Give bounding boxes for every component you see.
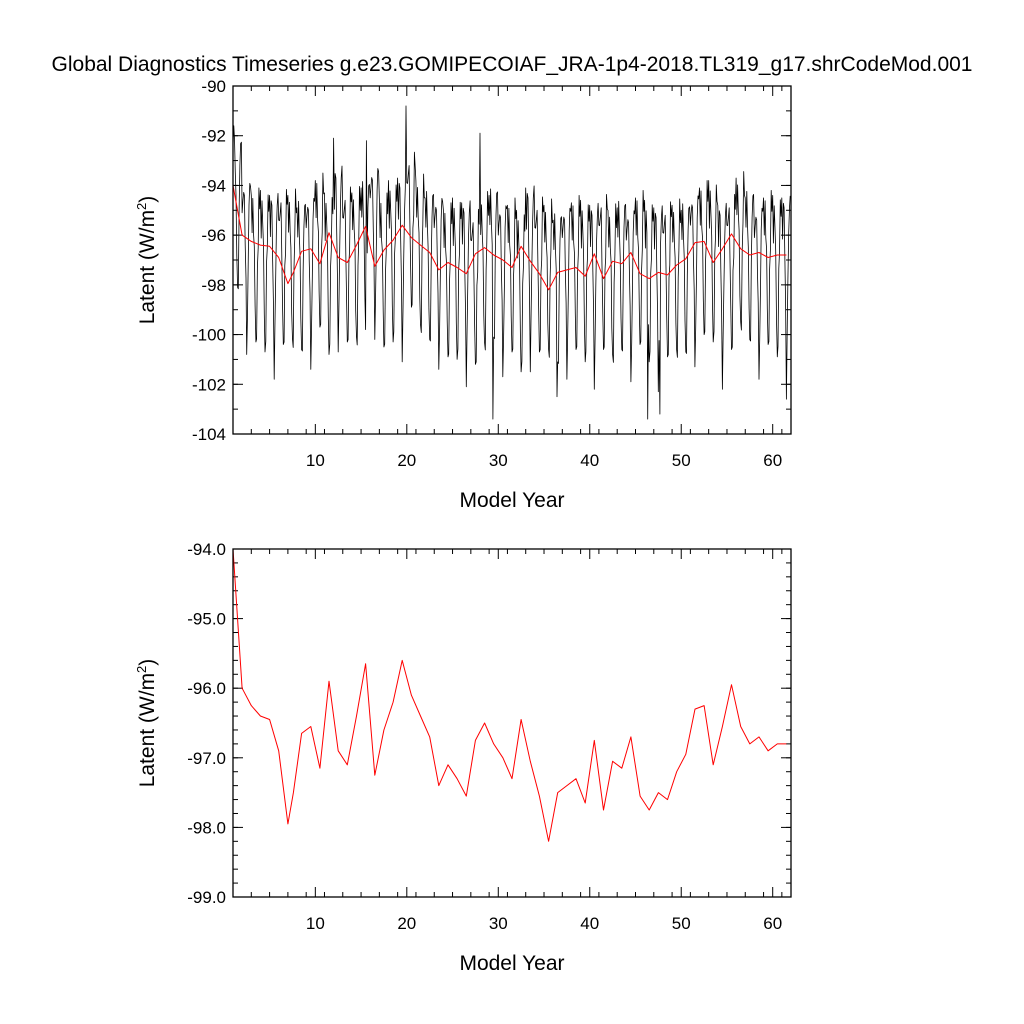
- y-tick-label: -90: [201, 77, 226, 96]
- x-tick-label: 10: [306, 451, 325, 470]
- y-tick-label: -94: [201, 176, 226, 195]
- x-tick-label: 60: [763, 451, 782, 470]
- y-tick-label: -98.0: [187, 818, 226, 837]
- x-tick-label: 10: [306, 914, 325, 933]
- y-tick-label: -100: [192, 326, 226, 345]
- x-tick-label: 40: [580, 451, 599, 470]
- x-tick-label: 60: [763, 914, 782, 933]
- y-tick-label: -96.0: [187, 679, 226, 698]
- annual-series-line: [232, 548, 787, 842]
- plot-frame: [232, 85, 792, 435]
- y-tick-label: -99.0: [187, 888, 226, 907]
- y-tick-label: -104: [192, 425, 226, 444]
- x-axis-label: Model Year: [459, 952, 564, 975]
- x-tick-label: 50: [672, 451, 691, 470]
- annual-series-line: [232, 185, 787, 291]
- y-tick-label: -94.0: [187, 540, 226, 559]
- y-axis-label: Latent (W/m2): [134, 196, 159, 325]
- chart-title: Global Diagnostics Timeseries g.e23.GOMI…: [52, 53, 973, 76]
- y-axis-label: Latent (W/m2): [134, 659, 159, 788]
- monthly-series-line: [232, 105, 791, 420]
- plot-frame: [232, 548, 792, 898]
- x-tick-label: 30: [489, 451, 508, 470]
- x-tick-label: 20: [397, 914, 416, 933]
- y-tick-label: -102: [192, 375, 226, 394]
- y-tick-label: -96: [201, 226, 226, 245]
- panel-2: 10 20 30 40 50 60 -99.0 -98.0 -97.0 -96.0 -95.0 -94…: [134, 540, 792, 975]
- y-tick-label: -98: [201, 276, 226, 295]
- x-tick-label: 40: [580, 914, 599, 933]
- x-tick-label: 20: [397, 451, 416, 470]
- x-tick-label: 50: [672, 914, 691, 933]
- x-axis-label: Model Year: [459, 489, 564, 512]
- x-tick-label: 30: [489, 914, 508, 933]
- y-tick-label: -92: [201, 127, 226, 146]
- y-tick-label: -95.0: [187, 610, 226, 629]
- panel-1: 10 20 30 40 50 60 -104 -102 -100 -98 -96 -94 -92 -90 M…: [134, 77, 792, 512]
- y-tick-label: -97.0: [187, 749, 226, 768]
